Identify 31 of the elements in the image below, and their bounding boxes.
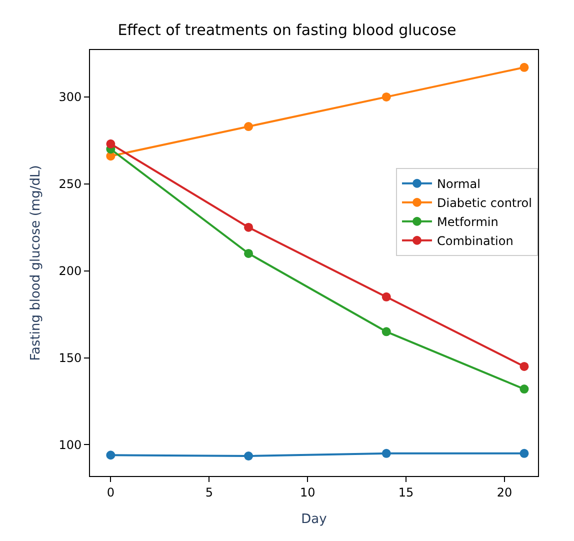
legend-label: Metformin [437, 215, 498, 230]
x-tick-label: 10 [300, 485, 316, 500]
legend-label: Normal [437, 177, 480, 192]
y-tick-label: 300 [58, 90, 82, 104]
point [382, 292, 391, 302]
y-tick-label: 100 [58, 438, 82, 452]
x-tick-label: 5 [205, 485, 213, 500]
x-tick-label: 15 [398, 485, 414, 500]
point [244, 452, 254, 460]
point [520, 384, 529, 394]
y-tick-label: 150 [58, 350, 82, 365]
point [244, 248, 254, 258]
point [520, 448, 529, 458]
legend-label: Combination [437, 234, 514, 248]
x-tick-label: 0 [106, 485, 114, 500]
point [244, 222, 254, 232]
y-tick-label: 200 [58, 264, 82, 278]
point [520, 62, 529, 72]
point [520, 362, 529, 371]
chart-title: Effect of treatments on fasting blood glucose [118, 20, 456, 39]
y-tick-label: 250 [58, 177, 82, 192]
legend-label: Diabetic control [437, 196, 532, 210]
x-tick-label: 20 [496, 485, 512, 500]
point [382, 327, 391, 336]
point [382, 448, 391, 458]
x-axis-title: Day [301, 512, 328, 527]
point [244, 122, 254, 132]
point [106, 139, 116, 148]
point [382, 92, 391, 102]
y-axis-title: Fasting blood glucose (mg/dL) [28, 165, 44, 361]
point [106, 450, 116, 460]
